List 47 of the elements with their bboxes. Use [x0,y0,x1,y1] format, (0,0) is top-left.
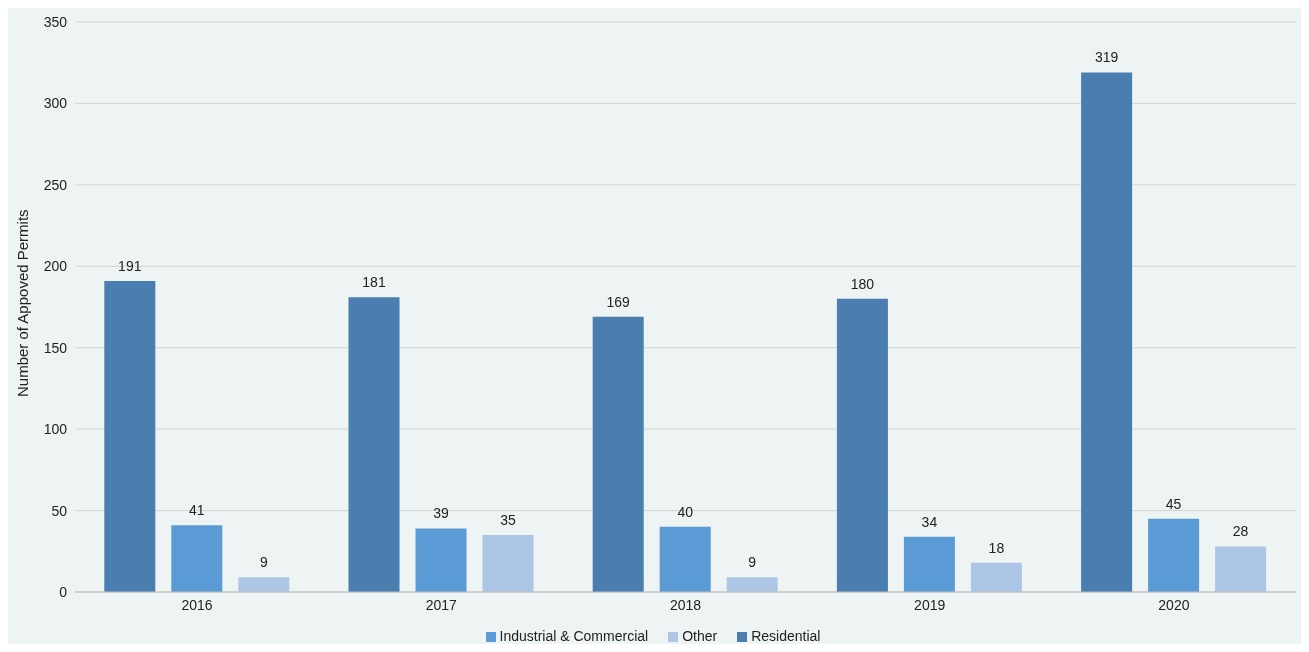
bar [659,526,711,592]
data-label: 41 [189,502,205,519]
bar [726,577,778,592]
data-label: 181 [362,274,386,291]
bar [171,525,223,592]
y-tick-label: 350 [43,13,68,30]
data-label: 9 [748,554,757,571]
y-axis-title: Number of Appoved Permits [14,209,32,397]
y-tick-label: 0 [59,583,68,600]
data-label: 45 [1165,495,1182,512]
y-tick-label: 200 [43,258,68,275]
y-tick-label: 300 [43,95,68,112]
data-label: 180 [850,275,875,292]
bar [104,280,156,592]
bar [1215,546,1267,592]
data-label: 18 [988,539,1005,556]
bar [415,528,467,592]
bar [970,562,1022,592]
bar [238,577,290,592]
data-label: 35 [500,512,516,528]
bar [836,298,888,592]
data-label: 169 [606,293,631,310]
bar [592,316,644,592]
legend-label: Other [682,628,718,644]
bar [903,536,955,592]
x-tick-label: 2016 [181,596,213,613]
data-label: 39 [433,505,449,522]
data-label: 319 [1094,49,1119,66]
data-label: 40 [677,503,694,520]
legend-label: Industrial & Commercial [499,628,649,644]
y-tick-label: 50 [51,502,68,519]
x-tick-label: 2020 [1158,596,1190,613]
y-tick-label: 100 [43,421,68,438]
x-tick-label: 2019 [914,596,946,613]
data-label: 9 [259,554,268,571]
bar [1148,518,1200,592]
data-label: 34 [921,513,938,530]
bar [1081,72,1133,592]
bar [348,297,400,592]
y-tick-label: 150 [43,339,68,356]
data-label: 28 [1232,523,1249,540]
y-tick-label: 250 [43,176,68,193]
x-tick-label: 2018 [669,596,702,613]
legend-label: Residential [751,628,821,644]
x-tick-label: 2017 [425,596,458,613]
data-label: 191 [118,257,142,274]
bar [482,535,534,592]
